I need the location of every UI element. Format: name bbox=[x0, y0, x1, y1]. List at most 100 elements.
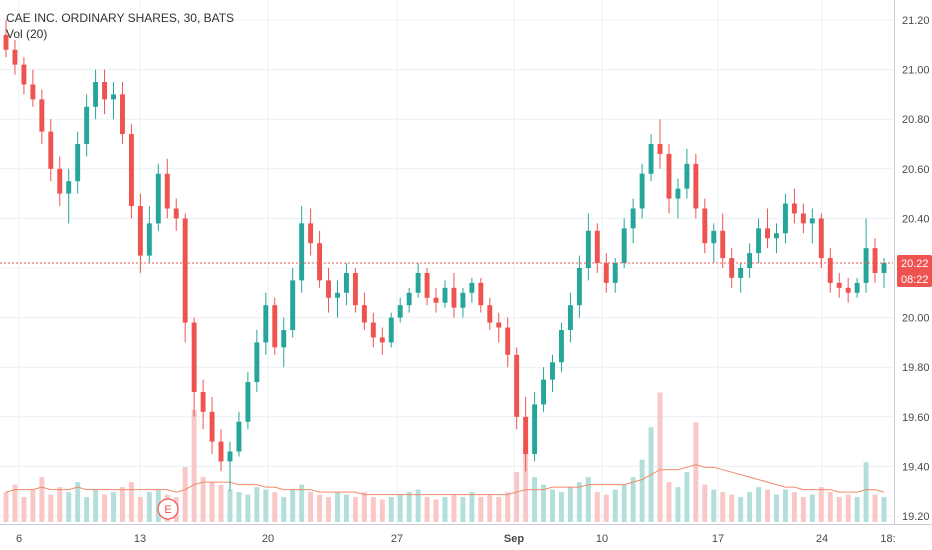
candle-body bbox=[128, 134, 134, 206]
candle-body bbox=[702, 208, 708, 244]
candle-body bbox=[782, 203, 788, 234]
candle-body bbox=[227, 451, 233, 462]
candle-body bbox=[747, 253, 753, 268]
volume-bar bbox=[541, 484, 547, 522]
candle-body bbox=[48, 131, 54, 169]
candle-body bbox=[155, 173, 161, 224]
candle-body bbox=[3, 34, 9, 50]
volume-bar bbox=[881, 497, 887, 522]
chart-legend: CAE INC. ORDINARY SHARES, 30, BATS Vol (… bbox=[6, 10, 234, 42]
last-price-value: 20.22 bbox=[901, 258, 929, 270]
volume-bar bbox=[200, 477, 206, 522]
volume-bar bbox=[370, 497, 376, 522]
volume-bar bbox=[111, 492, 116, 522]
candle-body bbox=[657, 144, 663, 154]
volume-bar bbox=[567, 487, 573, 522]
candle-body bbox=[738, 268, 744, 278]
volume-bar bbox=[738, 497, 744, 522]
volume-bar bbox=[594, 492, 600, 522]
volume-bar bbox=[863, 462, 869, 522]
candle-body bbox=[496, 322, 502, 328]
last-price-badge: 20.22 08:22 bbox=[897, 255, 932, 288]
time-tick-label: 18: bbox=[880, 533, 895, 545]
candle-body bbox=[361, 305, 367, 323]
earnings-event-label: E bbox=[164, 504, 171, 516]
earnings-event-marker[interactable]: E bbox=[157, 498, 179, 520]
volume-bar bbox=[854, 497, 860, 522]
volume-bar bbox=[379, 499, 385, 522]
volume-bar bbox=[21, 497, 27, 522]
volume-bar bbox=[657, 392, 663, 522]
candle-body bbox=[93, 82, 99, 107]
volume-bar bbox=[361, 492, 367, 522]
volume-bar bbox=[487, 494, 493, 522]
volume-bar bbox=[621, 484, 627, 522]
candle-body bbox=[137, 206, 143, 256]
volume-bar bbox=[800, 497, 806, 522]
volume-bar bbox=[612, 489, 618, 522]
candle-body bbox=[585, 230, 591, 268]
time-tick-label: Sep bbox=[504, 533, 524, 545]
candle-body bbox=[272, 305, 278, 348]
candle-body bbox=[603, 263, 609, 283]
candle-body bbox=[191, 322, 197, 392]
candle-body bbox=[146, 223, 152, 256]
candle-body bbox=[299, 223, 305, 281]
volume-bar bbox=[818, 487, 824, 522]
candle-body bbox=[612, 263, 618, 283]
volume-bar bbox=[343, 494, 349, 522]
candle-body bbox=[218, 441, 224, 462]
volume-bar bbox=[532, 477, 538, 522]
candle-body bbox=[352, 272, 358, 306]
price-tick-label: 20.60 bbox=[902, 164, 930, 176]
volume-bar bbox=[30, 489, 36, 522]
candle-body bbox=[594, 230, 600, 264]
candle-body bbox=[173, 208, 179, 219]
candle-body bbox=[442, 287, 448, 303]
volume-bar bbox=[576, 482, 582, 522]
time-axis: 6 13 20 27 Sep 10 17 24 18: bbox=[16, 533, 896, 545]
volume-bar bbox=[639, 459, 645, 522]
candle-body bbox=[182, 218, 188, 323]
candle-body bbox=[370, 322, 376, 338]
time-tick-label: 20 bbox=[262, 533, 274, 545]
volume-bar bbox=[308, 492, 314, 522]
candle-body bbox=[729, 258, 735, 278]
volume-indicator-label[interactable]: Vol (20) bbox=[6, 27, 48, 41]
volume-bar bbox=[675, 487, 681, 522]
volume-bar bbox=[299, 484, 305, 522]
time-tick-label: 27 bbox=[391, 533, 403, 545]
candle-body bbox=[523, 416, 529, 454]
candle-body bbox=[881, 263, 887, 273]
candle-body bbox=[478, 282, 484, 306]
volume-bar bbox=[451, 494, 457, 522]
price-tick-label: 20.00 bbox=[902, 313, 930, 325]
volume-bar bbox=[39, 477, 45, 522]
candle-body bbox=[559, 330, 564, 363]
volume-bar bbox=[523, 447, 529, 522]
candle-body bbox=[514, 354, 520, 417]
volume-bar bbox=[836, 497, 842, 522]
candle-body bbox=[326, 280, 331, 298]
candle-body bbox=[335, 292, 340, 298]
volume-bar bbox=[245, 494, 251, 522]
candle-body bbox=[317, 243, 323, 281]
volume-bar bbox=[774, 494, 779, 522]
volume-bar bbox=[747, 492, 753, 522]
candle-body bbox=[120, 94, 125, 135]
volume-bar bbox=[550, 489, 555, 522]
symbol-title[interactable]: CAE INC. ORDINARY SHARES, 30, BATS bbox=[6, 11, 235, 25]
price-tick-label: 21.20 bbox=[902, 15, 930, 27]
volume-bar bbox=[442, 497, 448, 522]
volume-bar bbox=[791, 492, 797, 522]
volume-bar bbox=[765, 489, 770, 522]
candle-body bbox=[469, 282, 475, 293]
candle-body bbox=[57, 168, 63, 194]
volume-bar bbox=[505, 492, 511, 522]
time-tick-label: 17 bbox=[712, 533, 724, 545]
candle-body bbox=[460, 292, 466, 308]
volume-bar bbox=[756, 487, 762, 522]
candle-body bbox=[164, 173, 170, 209]
candle-body bbox=[711, 230, 717, 244]
